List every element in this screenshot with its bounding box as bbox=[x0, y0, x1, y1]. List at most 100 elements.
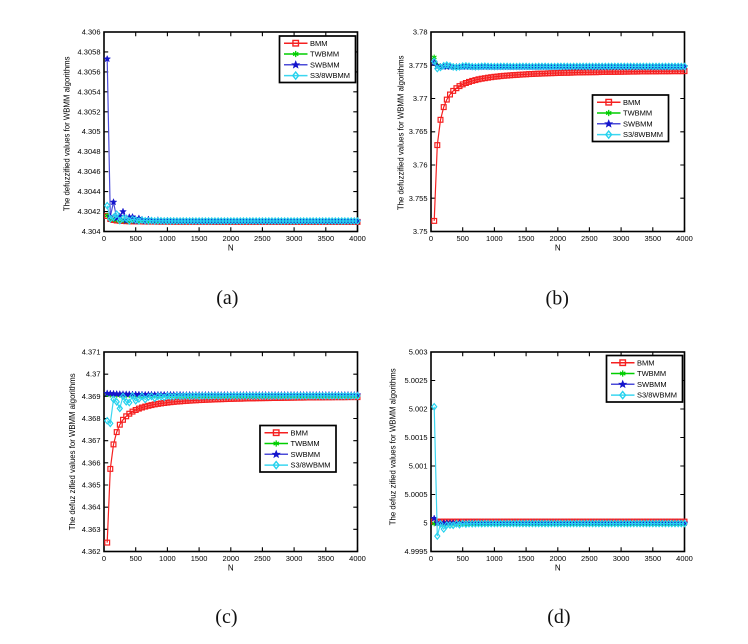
svg-text:TWBMM: TWBMM bbox=[310, 50, 339, 59]
svg-text:1500: 1500 bbox=[191, 554, 208, 563]
svg-text:(a): (a) bbox=[216, 287, 238, 309]
svg-text:4.3048: 4.3048 bbox=[78, 147, 101, 156]
svg-text:TWBMM: TWBMM bbox=[291, 439, 320, 448]
svg-text:4.367: 4.367 bbox=[82, 436, 101, 445]
svg-text:The defuzzified values for WBM: The defuzzified values for WBMM algorith… bbox=[63, 56, 72, 211]
svg-text:5.002: 5.002 bbox=[409, 405, 428, 414]
svg-text:SWBMM: SWBMM bbox=[623, 119, 653, 128]
svg-text:4.369: 4.369 bbox=[82, 392, 101, 401]
svg-text:5: 5 bbox=[423, 519, 427, 528]
svg-text:0: 0 bbox=[429, 234, 433, 243]
svg-text:500: 500 bbox=[456, 234, 469, 243]
svg-text:BMM: BMM bbox=[623, 98, 641, 107]
svg-text:TWBMM: TWBMM bbox=[637, 369, 666, 378]
svg-text:4.305: 4.305 bbox=[82, 127, 101, 136]
svg-text:N: N bbox=[228, 564, 234, 573]
svg-text:2500: 2500 bbox=[581, 234, 598, 243]
svg-text:5.0025: 5.0025 bbox=[405, 376, 428, 385]
svg-text:3500: 3500 bbox=[644, 234, 661, 243]
svg-text:2000: 2000 bbox=[222, 234, 239, 243]
svg-text:(c): (c) bbox=[215, 606, 237, 628]
svg-text:4.371: 4.371 bbox=[82, 348, 101, 357]
svg-text:BMM: BMM bbox=[291, 428, 309, 437]
svg-text:0: 0 bbox=[102, 554, 106, 563]
svg-text:500: 500 bbox=[129, 234, 142, 243]
svg-text:TWBMM: TWBMM bbox=[623, 109, 652, 118]
svg-text:S3/8WBMM: S3/8WBMM bbox=[291, 461, 331, 470]
svg-text:4.9995: 4.9995 bbox=[405, 547, 428, 556]
svg-text:1500: 1500 bbox=[518, 554, 535, 563]
svg-text:3.77: 3.77 bbox=[413, 94, 428, 103]
svg-text:S3/8WBMM: S3/8WBMM bbox=[623, 130, 663, 139]
svg-text:SWBMM: SWBMM bbox=[310, 60, 340, 69]
svg-text:3.76: 3.76 bbox=[413, 161, 428, 170]
svg-text:5.003: 5.003 bbox=[409, 348, 428, 357]
svg-text:4.3042: 4.3042 bbox=[78, 207, 101, 216]
svg-text:4.306: 4.306 bbox=[82, 28, 101, 37]
svg-text:SWBMM: SWBMM bbox=[291, 450, 321, 459]
svg-text:4000: 4000 bbox=[676, 234, 693, 243]
svg-text:3.755: 3.755 bbox=[409, 194, 428, 203]
svg-text:0: 0 bbox=[102, 234, 106, 243]
svg-text:4.364: 4.364 bbox=[82, 503, 101, 512]
svg-text:1500: 1500 bbox=[518, 234, 535, 243]
svg-text:N: N bbox=[555, 564, 561, 573]
svg-text:3000: 3000 bbox=[286, 554, 303, 563]
svg-text:The defuz zified values for WB: The defuz zified values for WBMM algorit… bbox=[388, 368, 397, 525]
svg-text:4000: 4000 bbox=[349, 554, 366, 563]
svg-text:4.362: 4.362 bbox=[82, 547, 101, 556]
svg-text:500: 500 bbox=[456, 554, 469, 563]
svg-text:3500: 3500 bbox=[317, 234, 334, 243]
svg-text:N: N bbox=[555, 244, 561, 253]
svg-text:4.3058: 4.3058 bbox=[78, 47, 101, 56]
svg-text:2500: 2500 bbox=[254, 554, 271, 563]
svg-text:3.775: 3.775 bbox=[409, 61, 428, 70]
svg-text:3.78: 3.78 bbox=[413, 28, 428, 37]
svg-text:1000: 1000 bbox=[159, 234, 176, 243]
svg-text:3000: 3000 bbox=[613, 554, 630, 563]
svg-text:3500: 3500 bbox=[317, 554, 334, 563]
svg-text:2500: 2500 bbox=[581, 554, 598, 563]
svg-text:2000: 2000 bbox=[549, 554, 566, 563]
svg-text:4.3052: 4.3052 bbox=[78, 107, 101, 116]
svg-text:4000: 4000 bbox=[349, 234, 366, 243]
svg-text:500: 500 bbox=[129, 554, 142, 563]
svg-text:N: N bbox=[228, 244, 234, 253]
svg-text:1000: 1000 bbox=[159, 554, 176, 563]
svg-text:3500: 3500 bbox=[644, 554, 661, 563]
svg-text:4.304: 4.304 bbox=[82, 227, 101, 236]
svg-text:0: 0 bbox=[429, 554, 433, 563]
svg-text:5.001: 5.001 bbox=[409, 462, 428, 471]
svg-text:3000: 3000 bbox=[613, 234, 630, 243]
svg-text:1000: 1000 bbox=[486, 234, 503, 243]
svg-text:3000: 3000 bbox=[286, 234, 303, 243]
svg-text:The defuz zified values for WB: The defuz zified values for WBMM algorit… bbox=[68, 373, 77, 530]
svg-text:4.3054: 4.3054 bbox=[78, 87, 101, 96]
svg-text:SWBMM: SWBMM bbox=[637, 380, 667, 389]
svg-text:3.765: 3.765 bbox=[409, 127, 428, 136]
svg-text:4.3046: 4.3046 bbox=[78, 167, 101, 176]
svg-text:BMM: BMM bbox=[310, 39, 328, 48]
svg-text:(b): (b) bbox=[546, 287, 569, 309]
svg-text:(d): (d) bbox=[547, 606, 570, 628]
svg-text:3.75: 3.75 bbox=[413, 227, 428, 236]
svg-text:5.0005: 5.0005 bbox=[405, 490, 428, 499]
svg-text:4.366: 4.366 bbox=[82, 458, 101, 467]
svg-text:The defuzzified values for WBM: The defuzzified values for WBMM algorith… bbox=[396, 55, 405, 210]
svg-text:S3/8WBMM: S3/8WBMM bbox=[637, 391, 677, 400]
svg-text:S3/8WBMM: S3/8WBMM bbox=[310, 71, 350, 80]
svg-text:1000: 1000 bbox=[486, 554, 503, 563]
svg-text:4.37: 4.37 bbox=[86, 370, 101, 379]
svg-text:2500: 2500 bbox=[254, 234, 271, 243]
svg-text:4.3056: 4.3056 bbox=[78, 67, 101, 76]
svg-text:5.0015: 5.0015 bbox=[405, 433, 428, 442]
svg-text:2000: 2000 bbox=[222, 554, 239, 563]
svg-text:4.363: 4.363 bbox=[82, 525, 101, 534]
svg-text:BMM: BMM bbox=[637, 358, 655, 367]
svg-text:4000: 4000 bbox=[676, 554, 693, 563]
svg-text:4.368: 4.368 bbox=[82, 414, 101, 423]
svg-text:2000: 2000 bbox=[549, 234, 566, 243]
svg-text:4.365: 4.365 bbox=[82, 481, 101, 490]
svg-text:1500: 1500 bbox=[191, 234, 208, 243]
svg-text:4.3044: 4.3044 bbox=[78, 187, 101, 196]
